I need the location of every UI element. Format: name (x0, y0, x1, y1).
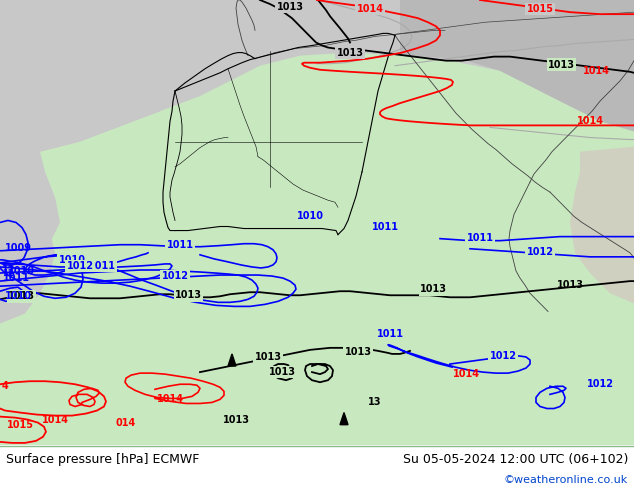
Text: 1012: 1012 (526, 247, 553, 257)
Polygon shape (570, 147, 634, 303)
Text: 1011: 1011 (467, 233, 493, 243)
Text: 1014: 1014 (583, 66, 609, 76)
Text: 1011: 1011 (89, 261, 115, 271)
Text: 1013: 1013 (8, 291, 35, 301)
Text: 1013: 1013 (254, 352, 281, 362)
Text: 1013: 1013 (548, 60, 575, 70)
Text: Surface pressure [hPa] ECMWF: Surface pressure [hPa] ECMWF (6, 453, 199, 466)
Text: 1012: 1012 (489, 351, 517, 361)
Text: 13: 13 (368, 397, 382, 408)
Text: 1011: 1011 (167, 240, 193, 250)
Polygon shape (400, 0, 634, 131)
Text: 1014: 1014 (453, 369, 479, 379)
Polygon shape (0, 0, 160, 263)
Text: 1010: 1010 (8, 266, 35, 276)
Text: 1013: 1013 (269, 367, 295, 377)
Text: 4: 4 (2, 381, 9, 392)
Text: 1010: 1010 (58, 255, 86, 265)
Text: 1014: 1014 (157, 394, 183, 404)
Text: 12: 12 (2, 269, 14, 277)
Text: 1013: 1013 (420, 284, 447, 294)
Text: 1009: 1009 (5, 243, 32, 253)
Text: 1013: 1013 (557, 280, 583, 290)
Text: 1014: 1014 (577, 116, 604, 126)
Text: 1010: 1010 (297, 211, 323, 221)
Text: 1015: 1015 (6, 420, 34, 430)
Text: 1011: 1011 (3, 273, 30, 283)
Text: 1014: 1014 (356, 4, 384, 14)
Polygon shape (0, 157, 55, 323)
Polygon shape (228, 354, 236, 366)
Text: 1013: 1013 (337, 48, 363, 58)
Text: 1014: 1014 (41, 415, 68, 425)
Text: 1012: 1012 (162, 271, 188, 281)
Text: 12: 12 (2, 265, 15, 275)
Text: 1013: 1013 (276, 2, 304, 12)
Text: 1013: 1013 (344, 347, 372, 357)
Text: Su 05-05-2024 12:00 UTC (06+102): Su 05-05-2024 12:00 UTC (06+102) (403, 453, 628, 466)
Text: 1015: 1015 (526, 4, 553, 14)
Polygon shape (0, 0, 634, 445)
Text: 1011: 1011 (377, 329, 403, 339)
Text: ©weatheronline.co.uk: ©weatheronline.co.uk (504, 475, 628, 485)
Text: 014: 014 (116, 417, 136, 428)
Text: 1012: 1012 (586, 379, 614, 389)
Text: 1010: 1010 (5, 291, 32, 301)
Text: 1011: 1011 (372, 221, 399, 231)
Polygon shape (340, 413, 348, 425)
Polygon shape (0, 0, 634, 157)
Text: 1012: 1012 (67, 261, 93, 271)
Text: 1013: 1013 (223, 415, 250, 425)
Text: 1013: 1013 (175, 290, 202, 300)
